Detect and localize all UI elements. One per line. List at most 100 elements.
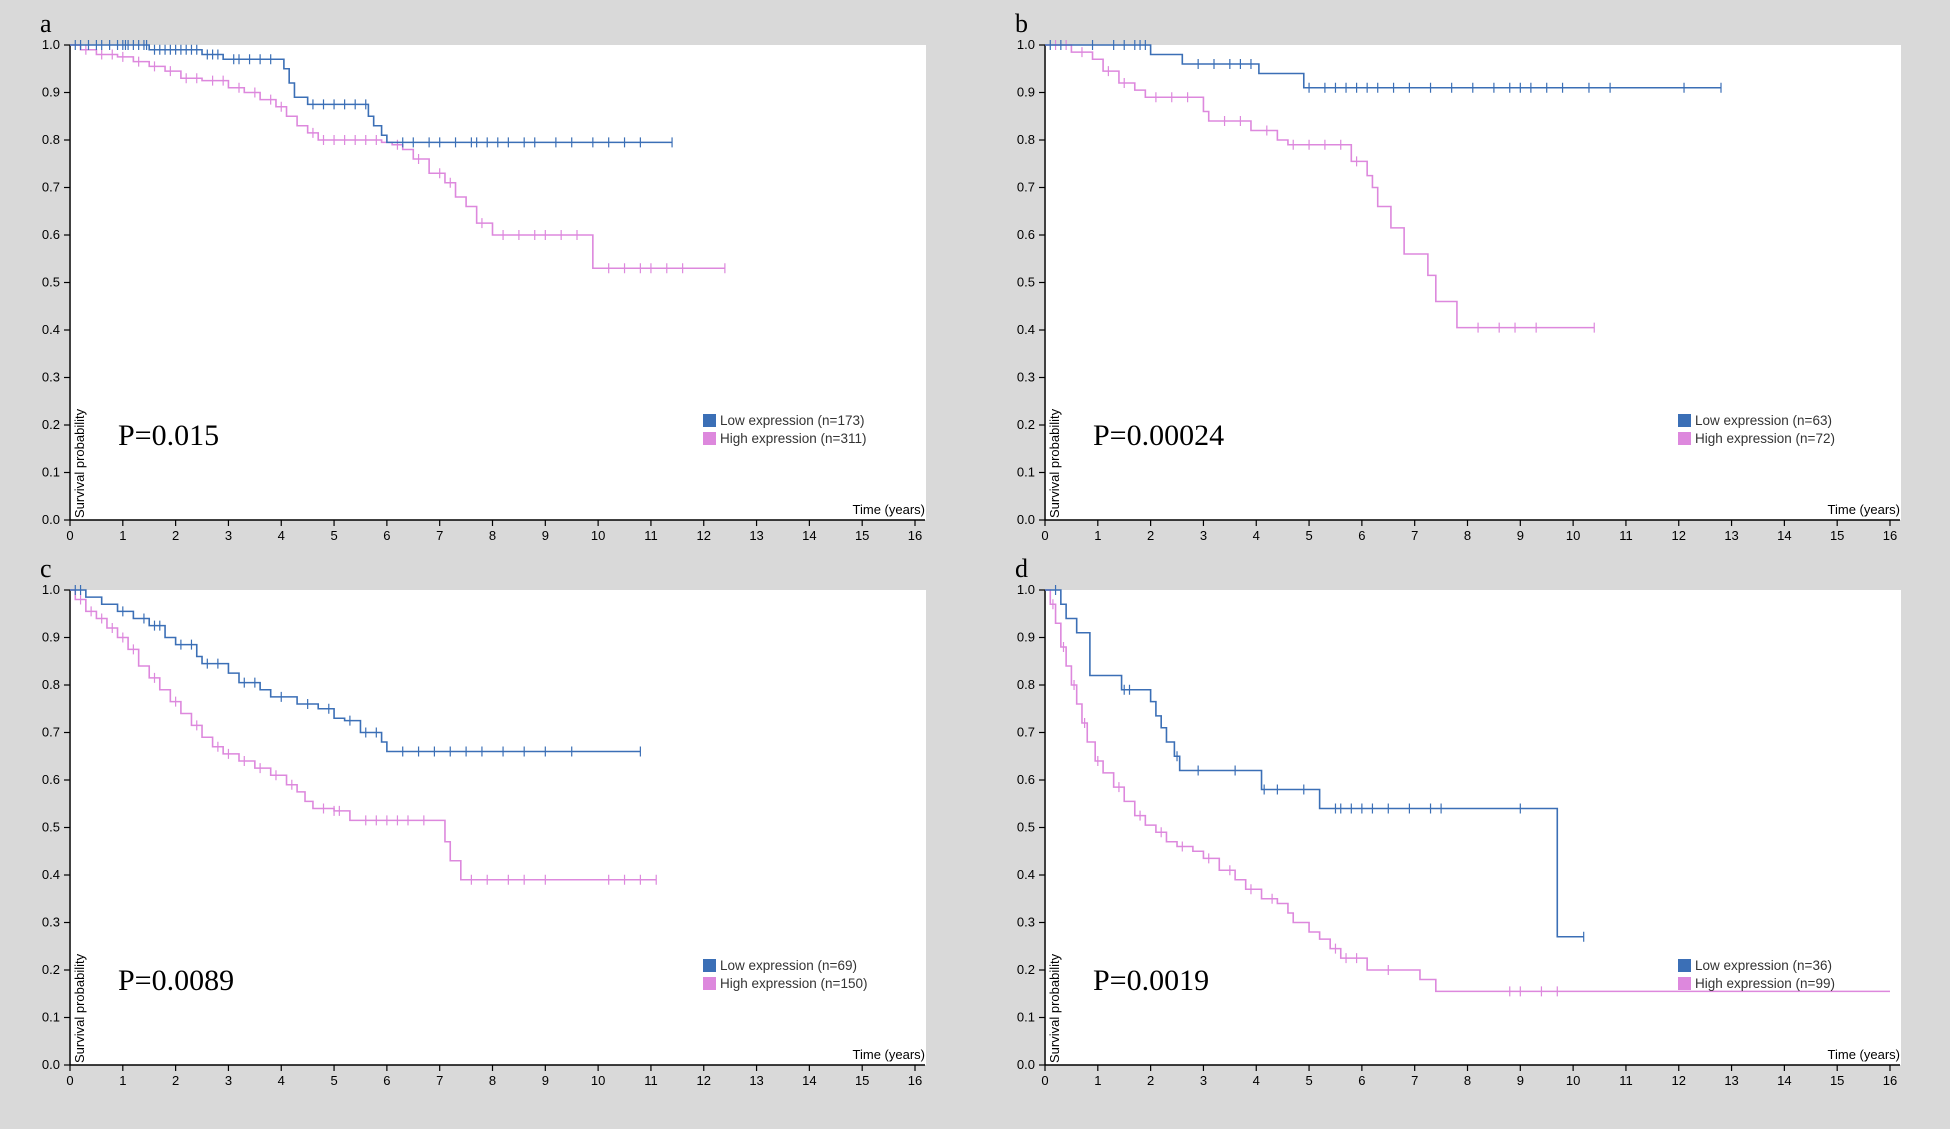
y-tick-label: 0.2 xyxy=(42,962,60,977)
x-tick-label: 9 xyxy=(1517,1073,1524,1088)
y-tick-label: 0.2 xyxy=(1017,417,1035,432)
x-tick-label: 16 xyxy=(1883,528,1897,543)
y-axis-title: Survival probability xyxy=(1047,408,1062,518)
x-tick-label: 14 xyxy=(1777,1073,1791,1088)
x-tick-label: 10 xyxy=(1566,1073,1580,1088)
x-tick-label: 16 xyxy=(908,1073,922,1088)
x-tick-label: 9 xyxy=(542,528,549,543)
x-tick-label: 10 xyxy=(1566,528,1580,543)
y-tick-label: 0.9 xyxy=(42,630,60,645)
y-tick-label: 0.0 xyxy=(1017,512,1035,527)
y-tick-label: 0.9 xyxy=(1017,85,1035,100)
panel-letter: a xyxy=(40,9,52,38)
y-tick-label: 0.3 xyxy=(42,915,60,930)
x-tick-label: 4 xyxy=(1253,1073,1260,1088)
km-chart: a0.00.10.20.30.40.50.60.70.80.91.00 1 2 3 4 5… xyxy=(40,9,926,543)
x-tick-label: 0 xyxy=(66,1073,73,1088)
x-tick-label: 15 xyxy=(1830,528,1844,543)
survival-curve-high xyxy=(1045,44,1595,329)
x-tick-label: 5 xyxy=(330,528,337,543)
y-tick-label: 0.1 xyxy=(42,465,60,480)
y-axis-title: Survival probability xyxy=(72,953,87,1063)
x-tick-label: 14 xyxy=(1777,528,1791,543)
x-tick-label: 11 xyxy=(1619,1073,1633,1088)
x-tick-label: 4 xyxy=(278,528,285,543)
panel-letter: d xyxy=(1015,554,1028,583)
x-tick-label: 15 xyxy=(1830,1073,1844,1088)
y-tick-label: 1.0 xyxy=(42,582,60,597)
y-tick-label: 0.6 xyxy=(42,772,60,787)
y-tick-label: 0.4 xyxy=(1017,322,1035,337)
y-tick-label: 0.9 xyxy=(42,85,60,100)
x-tick-label: 8 xyxy=(1464,1073,1471,1088)
legend-label-low: Low expression (n=63) xyxy=(1695,413,1832,428)
x-tick-label: 4 xyxy=(278,1073,285,1088)
y-tick-label: 0.4 xyxy=(42,322,60,337)
y-tick-label: 0.8 xyxy=(42,132,60,147)
y-tick-label: 0.1 xyxy=(1017,465,1035,480)
x-tick-label: 8 xyxy=(489,528,496,543)
y-tick-label: 0.0 xyxy=(1017,1057,1035,1072)
x-tick-label: 5 xyxy=(330,1073,337,1088)
legend-label-high: High expression (n=311) xyxy=(720,431,866,446)
panel-letter: b xyxy=(1015,9,1028,38)
x-tick-label: 7 xyxy=(1411,528,1418,543)
panel-c: c 0.0 0.1 0.2 0.3 0.4 0.5 0.6 0.7 0.8 0.9 1.0 0 1 2 3 4 5… xyxy=(0,545,975,1090)
legend-label-low: Low expression (n=69) xyxy=(720,958,857,973)
y-tick-label: 0.2 xyxy=(42,417,60,432)
x-tick-label: 11 xyxy=(644,1073,658,1088)
y-tick-label: 0.6 xyxy=(1017,227,1035,242)
y-tick-label: 0.8 xyxy=(1017,677,1035,692)
km-chart: c0.00.10.20.30.40.50.60.70.80.91.00 1 2 3 4 5… xyxy=(40,554,926,1088)
plot-area xyxy=(71,45,926,520)
y-tick-label: 0.3 xyxy=(1017,370,1035,385)
y-tick-label: 0.4 xyxy=(42,867,60,882)
legend-swatch-high xyxy=(703,432,716,445)
x-tick-label: 12 xyxy=(697,1073,711,1088)
legend-swatch-low xyxy=(703,414,716,427)
x-tick-label: 2 xyxy=(1147,1073,1154,1088)
survival-curve-low xyxy=(70,44,673,144)
survival-curve-low xyxy=(1045,589,1584,938)
x-tick-label: 2 xyxy=(172,1073,179,1088)
y-tick-label: 0.6 xyxy=(42,227,60,242)
x-axis-title: Time (years) xyxy=(1828,502,1900,517)
y-tick-label: 0.5 xyxy=(42,820,60,835)
legend-label-low: Low expression (n=173) xyxy=(720,413,864,428)
x-tick-label: 9 xyxy=(542,1073,549,1088)
x-tick-label: 8 xyxy=(1464,528,1471,543)
x-tick-label: 14 xyxy=(802,1073,816,1088)
y-tick-label: 0.8 xyxy=(42,677,60,692)
p-value: P=0.00024 xyxy=(1093,419,1224,452)
plot-area xyxy=(1046,590,1901,1065)
x-tick-label: 2 xyxy=(1147,528,1154,543)
legend-swatch-low xyxy=(1678,414,1691,427)
x-tick-label: 10 xyxy=(591,528,605,543)
x-tick-label: 2 xyxy=(172,528,179,543)
x-tick-label: 13 xyxy=(749,1073,763,1088)
x-tick-label: 1 xyxy=(119,528,126,543)
x-tick-label: 1 xyxy=(1094,1073,1101,1088)
x-tick-label: 1 xyxy=(119,1073,126,1088)
x-axis-title: Time (years) xyxy=(1828,1047,1900,1062)
survival-curve-high xyxy=(70,44,725,270)
x-axis-title: Time (years) xyxy=(853,1047,925,1062)
km-chart: b0.00.10.20.30.40.50.60.70.80.91.00 1 2 3 4 5… xyxy=(1015,9,1901,543)
y-tick-label: 0.3 xyxy=(1017,915,1035,930)
x-tick-label: 13 xyxy=(749,528,763,543)
y-tick-label: 0.5 xyxy=(1017,820,1035,835)
x-tick-label: 5 xyxy=(1305,528,1312,543)
x-tick-label: 11 xyxy=(1619,528,1633,543)
x-tick-label: 12 xyxy=(1672,528,1686,543)
x-tick-label: 1 xyxy=(1094,528,1101,543)
survival-curve-low xyxy=(70,589,641,753)
y-tick-label: 0.0 xyxy=(42,1057,60,1072)
legend-label-high: High expression (n=150) xyxy=(720,976,867,991)
panel-b: b 0.0 0.1 0.2 0.3 0.4 0.5 0.6 0.7 0.8 0.9 1.0 0 1 2 3 4 5… xyxy=(975,0,1950,545)
x-tick-label: 7 xyxy=(1411,1073,1418,1088)
panel-d: d 0.0 0.1 0.2 0.3 0.4 0.5 0.6 0.7 0.8 0.9 1.0 0 1 2 3 4 5… xyxy=(975,545,1950,1090)
y-tick-label: 0.4 xyxy=(1017,867,1035,882)
x-tick-label: 3 xyxy=(1200,1073,1207,1088)
x-tick-label: 8 xyxy=(489,1073,496,1088)
